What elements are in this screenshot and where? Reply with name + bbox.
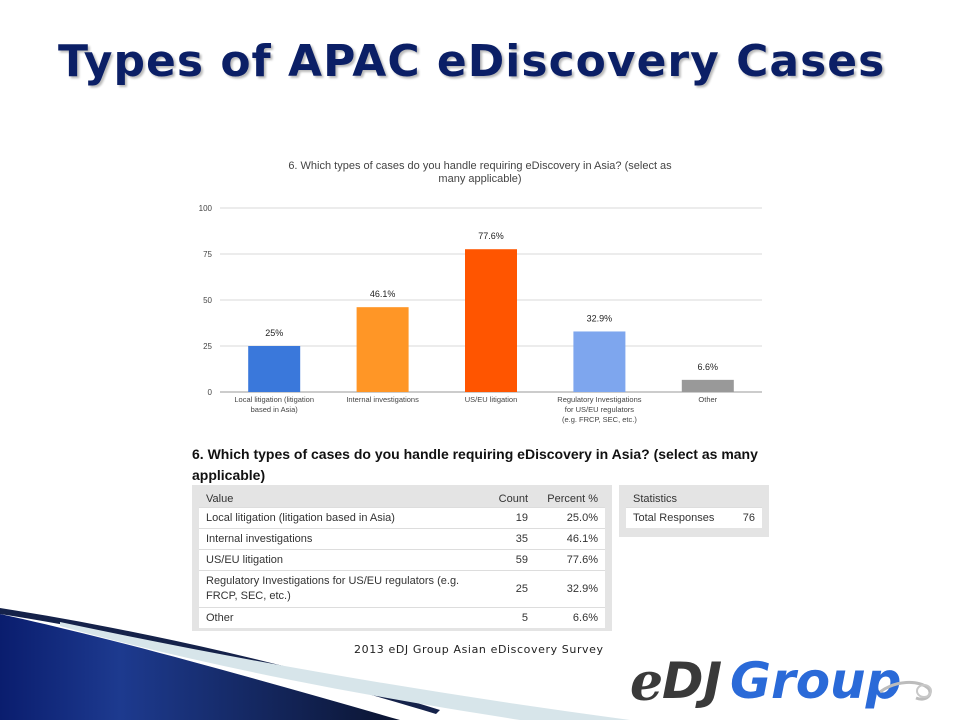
y-axis-ticks: 0 25 50 75 100 — [199, 204, 213, 397]
slide-title: Types of APAC eDiscovery Cases — [58, 36, 886, 87]
statistics-header-row: Statistics — [626, 491, 762, 508]
bar-data-label: 46.1% — [370, 289, 396, 299]
y-tick-label: 75 — [203, 250, 212, 259]
y-tick-label: 100 — [199, 204, 213, 213]
row-count: 25 — [487, 570, 535, 608]
chart-bars — [248, 249, 734, 392]
bar-data-label: 77.6% — [478, 231, 504, 241]
responses-table: Value Count Percent % Local litigation (… — [199, 491, 605, 628]
chart-title: 6. Which types of cases do you handle re… — [288, 160, 672, 185]
x-category-label: Internal investigations — [346, 395, 419, 404]
x-category-label: Other — [698, 395, 717, 404]
logo-e: e — [630, 652, 664, 713]
bar — [356, 307, 409, 392]
row-percent: 46.1% — [535, 528, 605, 550]
x-category-label: US/EU litigation — [465, 395, 518, 404]
row-value: Local litigation (litigation based in As… — [199, 507, 487, 529]
statistics-panel: Statistics Total Responses 76 — [619, 485, 769, 537]
bar — [681, 379, 734, 392]
decorative-swoosh — [0, 608, 630, 720]
row-count: 59 — [487, 549, 535, 571]
question-heading: 6. Which types of cases do you handle re… — [192, 446, 758, 483]
row-value: US/EU litigation — [199, 549, 487, 571]
x-category-label: (e.g. FRCP, SEC, etc.) — [562, 415, 637, 424]
row-count: 19 — [487, 507, 535, 529]
bar-chart: 6. Which types of cases do you handle re… — [199, 160, 762, 424]
row-percent: 32.9% — [535, 570, 605, 608]
row-value: Internal investigations — [199, 528, 487, 550]
logo-group: Group — [730, 652, 902, 710]
bar-data-label: 6.6% — [698, 362, 719, 372]
statistics-table: Statistics Total Responses 76 — [626, 491, 762, 528]
bar — [573, 331, 626, 392]
x-category-label: Local litigation (litigation — [234, 395, 314, 404]
x-category-label: Regulatory Investigations — [557, 395, 641, 404]
chart-title-line: 6. Which types of cases do you handle re… — [288, 160, 672, 172]
logo-dj: DJ — [662, 652, 723, 710]
bar — [248, 346, 301, 392]
bar — [465, 249, 517, 392]
footer-caption: 2013 eDJ Group Asian eDiscovery Survey — [354, 643, 604, 656]
x-category-label: based in Asia) — [251, 405, 299, 414]
table-row: US/EU litigation 59 77.6% — [199, 549, 605, 571]
y-tick-label: 25 — [203, 342, 212, 351]
header-percent: Percent % — [535, 491, 605, 508]
table-row: Local litigation (litigation based in As… — [199, 507, 605, 529]
statistics-header: Statistics — [626, 491, 762, 508]
row-count: 5 — [487, 607, 535, 628]
data-labels: 25% 46.1% 77.6% 32.9% 6.6% — [265, 231, 718, 372]
row-count: 35 — [487, 528, 535, 550]
edj-group-logo: e DJ Group — [622, 650, 938, 720]
y-tick-label: 0 — [208, 388, 213, 397]
table-row: Other 5 6.6% — [199, 607, 605, 628]
responses-table-panel: Value Count Percent % Local litigation (… — [192, 485, 612, 631]
header-value: Value — [199, 491, 487, 508]
bar-data-label: 32.9% — [587, 313, 613, 323]
statistics-row: Total Responses 76 — [626, 507, 762, 528]
row-percent: 25.0% — [535, 507, 605, 529]
row-percent: 77.6% — [535, 549, 605, 571]
chart-title-line: many applicable) — [438, 173, 521, 185]
table-row: Internal investigations 35 46.1% — [199, 528, 605, 550]
row-percent: 6.6% — [535, 607, 605, 628]
total-responses-value: 76 — [732, 507, 762, 528]
header-count: Count — [487, 491, 535, 508]
row-value: Other — [199, 607, 487, 628]
table-header-row: Value Count Percent % — [199, 491, 605, 508]
row-value: Regulatory Investigations for US/EU regu… — [199, 570, 487, 608]
bar-data-label: 25% — [265, 328, 283, 338]
table-row: Regulatory Investigations for US/EU regu… — [199, 570, 605, 608]
swirl-icon — [879, 681, 932, 701]
total-responses-label: Total Responses — [626, 507, 732, 528]
y-tick-label: 50 — [203, 296, 212, 305]
x-category-label: for US/EU regulators — [565, 405, 634, 414]
